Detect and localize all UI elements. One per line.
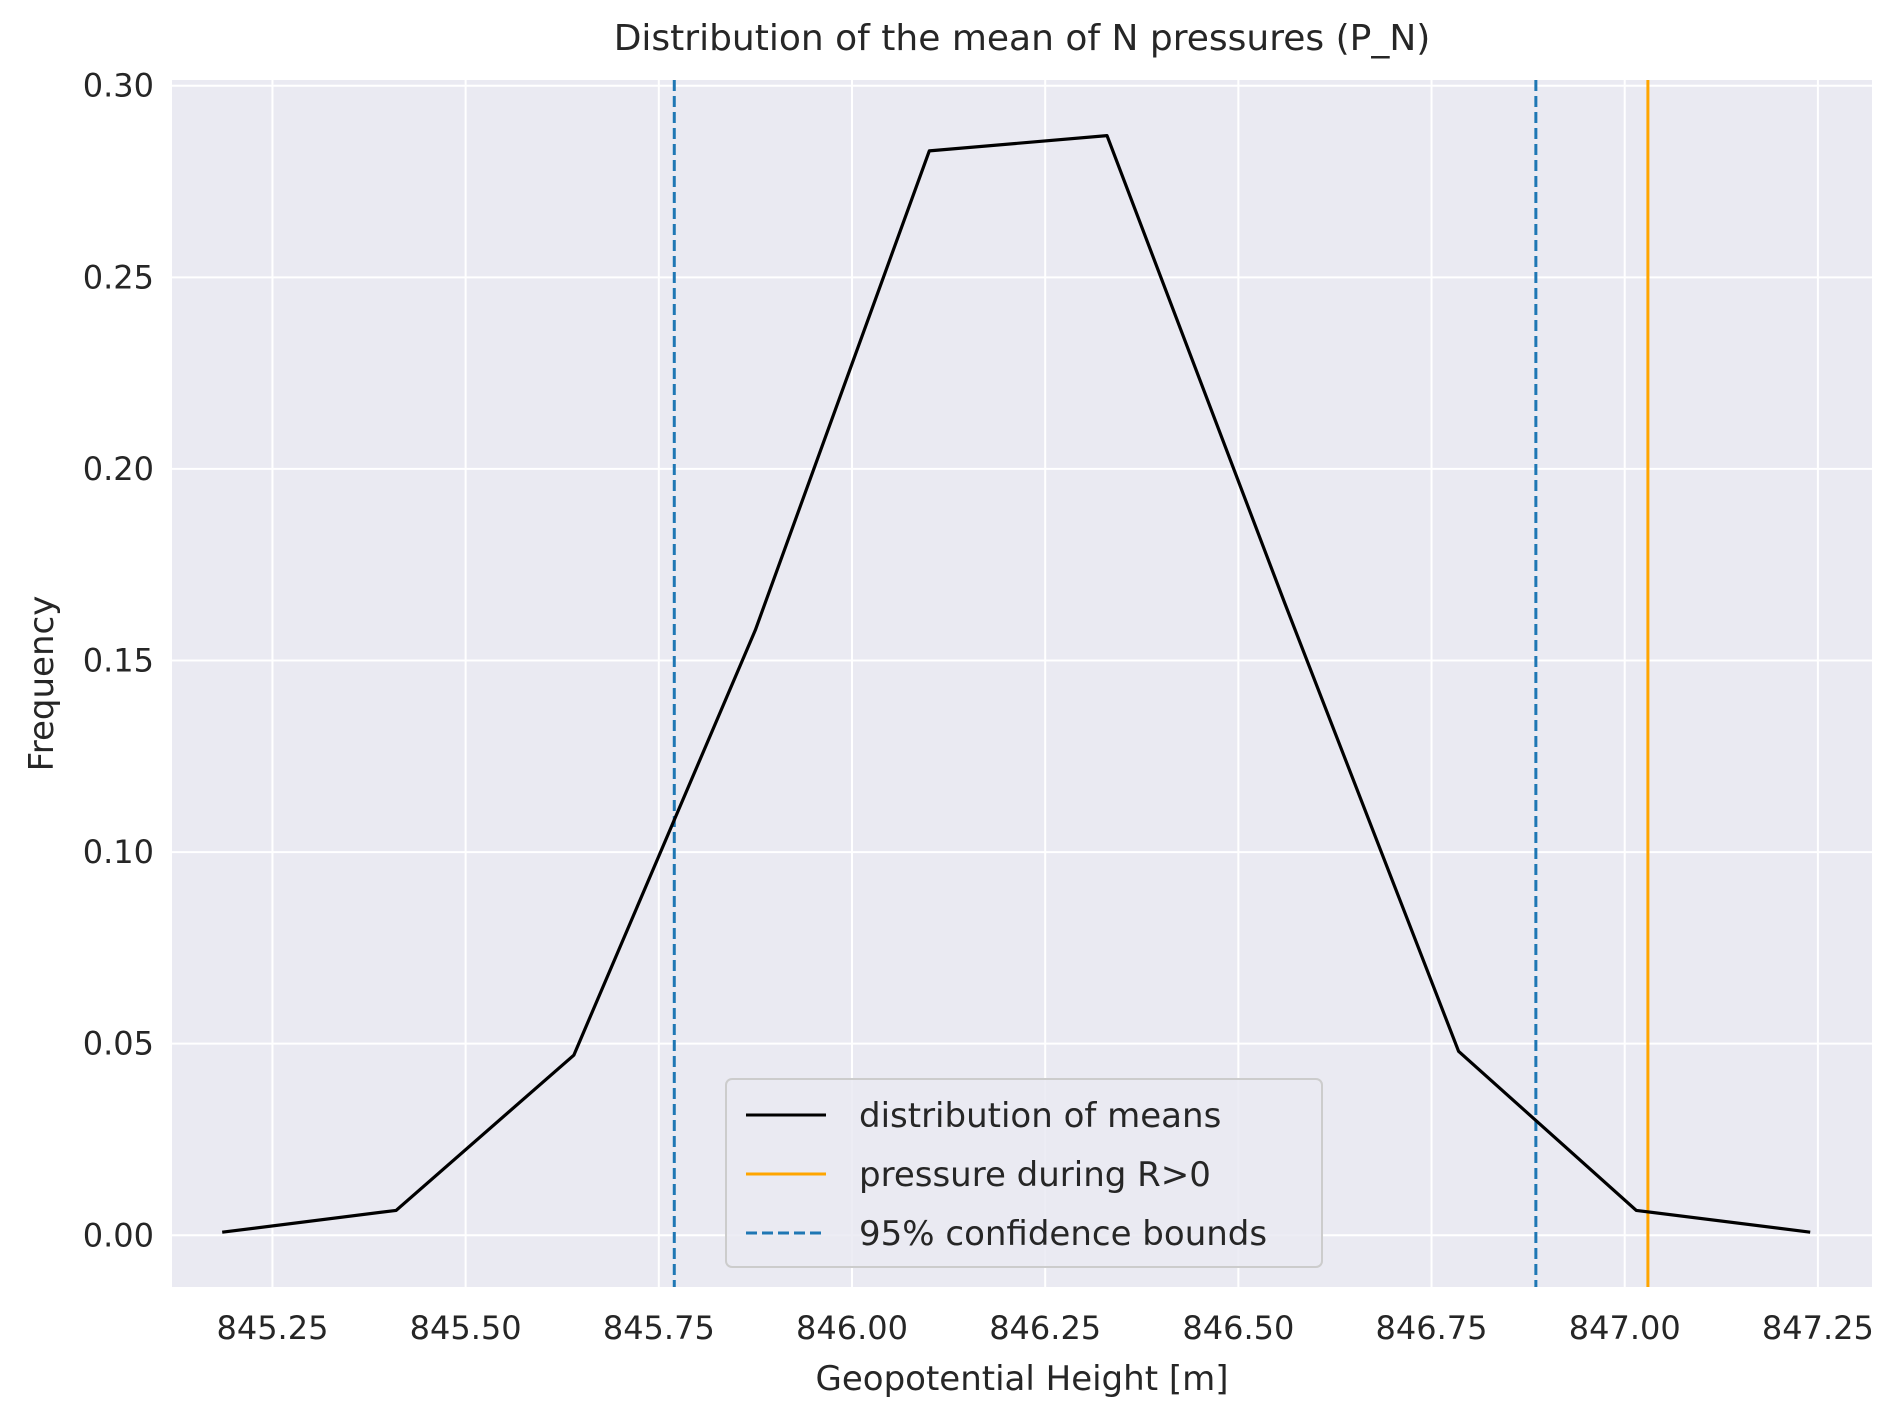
legend-label: distribution of means — [859, 1096, 1221, 1136]
x-tick-label: 847.00 — [1569, 1309, 1681, 1347]
x-tick-label: 845.75 — [603, 1309, 715, 1347]
x-tick-label: 845.25 — [216, 1309, 328, 1347]
y-tick-label: 0.00 — [83, 1216, 154, 1254]
reference-lines — [672, 80, 1650, 1287]
legend-label: 95% confidence bounds — [859, 1214, 1267, 1254]
legend-box — [725, 1078, 1323, 1268]
grid — [172, 80, 1872, 1287]
y-tick-label: 0.30 — [83, 67, 154, 105]
x-tick-label: 845.50 — [410, 1309, 522, 1347]
x-tick-label: 846.75 — [1376, 1309, 1488, 1347]
x-axis-ticks: 845.25 845.50 845.75 846.00 846.25 846.50 846.… — [216, 1309, 1873, 1347]
y-axis-ticks: 0.00 0.05 0.10 0.15 0.20 0.25 0.30 — [83, 67, 154, 1255]
y-tick-label: 0.10 — [83, 833, 154, 871]
legend-label: pressure during R>0 — [859, 1155, 1211, 1195]
x-tick-label: 846.50 — [1182, 1309, 1294, 1347]
series-group — [222, 134, 1811, 1234]
y-tick-label: 0.25 — [83, 258, 154, 296]
y-tick-label: 0.20 — [83, 450, 154, 488]
y-tick-label: 0.05 — [83, 1025, 154, 1063]
y-axis-title: Frequency — [22, 596, 62, 772]
x-tick-label: 847.25 — [1762, 1309, 1874, 1347]
y-tick-label: 0.15 — [83, 642, 154, 680]
chart-title: Distribution of the mean of N pressures … — [614, 18, 1431, 59]
x-tick-label: 846.00 — [796, 1309, 908, 1347]
x-axis-title: Geopotential Height [m] — [816, 1359, 1229, 1399]
x-tick-label: 846.25 — [989, 1309, 1101, 1347]
series-line-distribution-of-means — [222, 134, 1811, 1234]
legend: distribution of means pressure during R>0… — [725, 1078, 1323, 1268]
